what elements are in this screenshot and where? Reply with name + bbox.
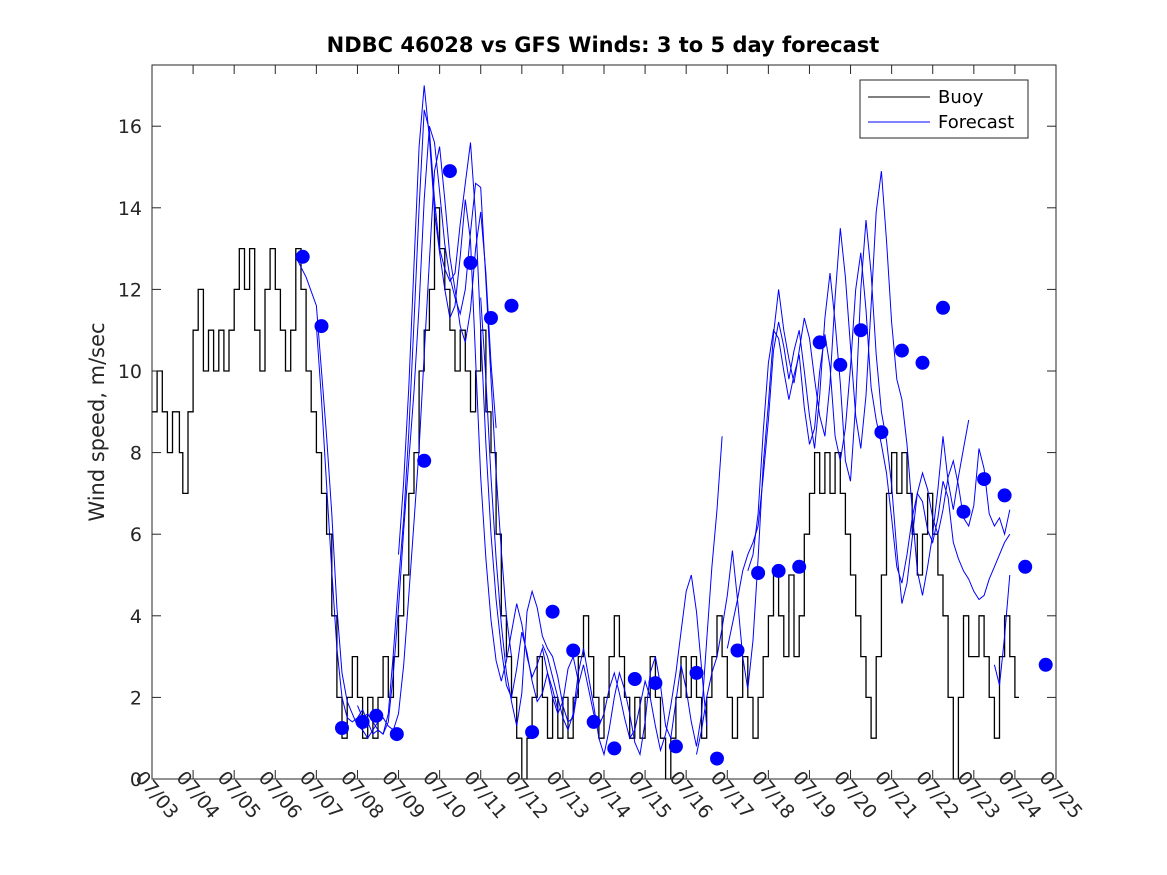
forecast-marker bbox=[545, 604, 560, 619]
forecast-marker bbox=[389, 727, 404, 742]
legend-label-buoy: Buoy bbox=[938, 87, 984, 108]
y-tick-label: 0 bbox=[130, 769, 142, 791]
forecast-marker bbox=[997, 488, 1012, 503]
forecast-marker bbox=[894, 343, 909, 358]
buoy-series bbox=[152, 207, 1019, 780]
forecast-run-line bbox=[541, 436, 723, 757]
forecast-marker bbox=[566, 643, 581, 658]
y-axis-label: Wind speed, m/sec bbox=[85, 322, 109, 521]
forecast-marker bbox=[484, 311, 498, 325]
forecast-marker bbox=[874, 425, 889, 440]
forecast-marker bbox=[956, 504, 971, 519]
forecast-marker bbox=[730, 643, 745, 658]
y-tick-label: 12 bbox=[118, 279, 142, 301]
y-tick-label: 8 bbox=[130, 443, 142, 465]
forecast-marker bbox=[833, 357, 848, 372]
axes-background bbox=[152, 65, 1056, 779]
legend-label-forecast: Forecast bbox=[938, 112, 1014, 133]
forecast-marker bbox=[295, 249, 310, 264]
y-tick-label: 2 bbox=[130, 687, 142, 709]
forecast-marker bbox=[771, 563, 786, 578]
forecast-marker bbox=[936, 300, 950, 315]
y-tick-label: 4 bbox=[130, 606, 142, 628]
forecast-marker bbox=[853, 323, 868, 338]
forecast-marker bbox=[355, 714, 370, 729]
forecast-marker bbox=[1038, 657, 1053, 672]
y-tick-label: 16 bbox=[118, 116, 142, 138]
forecast-marker bbox=[710, 751, 724, 766]
forecast-marker bbox=[792, 559, 807, 574]
forecast-run-line bbox=[315, 126, 512, 735]
forecast-marker bbox=[607, 741, 622, 756]
forecast-marker bbox=[504, 298, 519, 313]
forecast-marker bbox=[442, 164, 457, 179]
forecast-run-line bbox=[398, 85, 579, 716]
y-tick-label: 10 bbox=[118, 361, 142, 383]
y-tick-label: 6 bbox=[130, 524, 142, 546]
chart-title: NDBC 46028 vs GFS Winds: 3 to 5 day fore… bbox=[327, 33, 880, 57]
y-tick-label: 14 bbox=[118, 198, 142, 220]
forecast-marker bbox=[668, 739, 683, 754]
forecast-run-line bbox=[295, 146, 497, 740]
forecast-marker bbox=[977, 472, 992, 487]
forecast-marker bbox=[751, 566, 766, 580]
forecast-marker bbox=[1018, 559, 1033, 574]
forecast-marker bbox=[648, 676, 663, 691]
forecast-marker bbox=[689, 665, 704, 680]
legend: Buoy Forecast bbox=[859, 79, 1029, 139]
forecast-marker bbox=[586, 714, 601, 729]
forecast-marker bbox=[627, 672, 642, 686]
forecast-marker bbox=[812, 335, 827, 350]
forecast-run-line bbox=[993, 574, 1011, 686]
legend-box bbox=[859, 79, 1029, 139]
forecast-markers bbox=[295, 164, 1053, 766]
buoy-line bbox=[152, 207, 1019, 780]
forecast-marker bbox=[525, 725, 540, 740]
forecast-marker bbox=[314, 319, 329, 334]
forecast-marker bbox=[915, 355, 930, 370]
forecast-run-line bbox=[480, 297, 708, 753]
forecast-marker bbox=[335, 721, 349, 735]
forecast-marker bbox=[463, 255, 478, 270]
y-axis: 0 2 4 6 8 10 12 14 16 bbox=[118, 116, 1056, 791]
forecast-marker bbox=[369, 708, 384, 723]
forecast-marker bbox=[417, 453, 432, 468]
plot-area bbox=[151, 64, 1057, 780]
